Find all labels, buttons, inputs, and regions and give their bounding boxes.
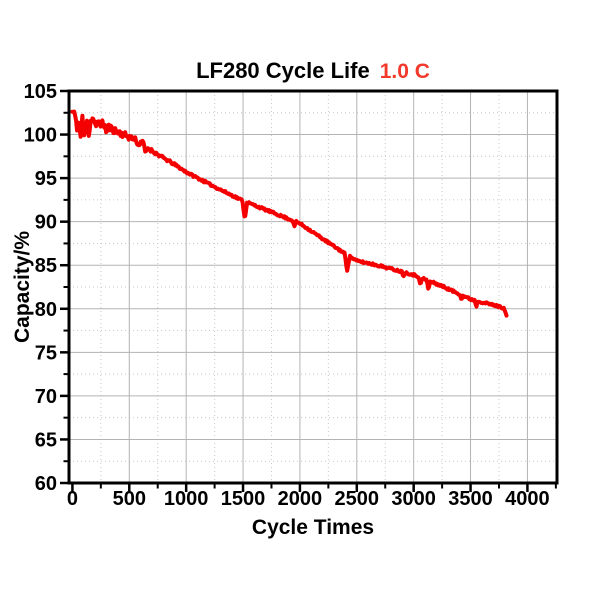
gridlines-major bbox=[69, 91, 557, 483]
x-tick-label: 2500 bbox=[335, 488, 380, 510]
tick-labels: 0 500 1000 1500 2000 2500 3000 3500 4000 60 65 70 75… bbox=[24, 81, 550, 510]
x-tick-label: 4000 bbox=[505, 488, 550, 510]
y-tick-label: 85 bbox=[35, 255, 57, 277]
y-tick-label: 60 bbox=[35, 473, 57, 495]
plot-border bbox=[67, 89, 559, 485]
y-tick-label: 70 bbox=[35, 386, 57, 408]
x-tick-label: 0 bbox=[67, 488, 78, 510]
plot-frame bbox=[67, 89, 559, 485]
y-tick-label: 65 bbox=[35, 429, 57, 451]
capacity-curve bbox=[70, 109, 509, 318]
y-tick-label: 75 bbox=[35, 342, 57, 364]
x-tick-label: 2000 bbox=[278, 488, 323, 510]
chart-title-condition: 1.0 C bbox=[379, 60, 430, 83]
gridlines-minor bbox=[69, 91, 557, 483]
y-tick-label: 100 bbox=[24, 125, 57, 147]
x-tick-label: 3500 bbox=[448, 488, 493, 510]
x-tick-label: 1500 bbox=[221, 488, 266, 510]
axis-ticks bbox=[60, 89, 557, 492]
x-axis-title: Cycle Times bbox=[251, 516, 375, 539]
chart-title: LF280 Cycle Life 1.0 C bbox=[69, 58, 557, 84]
y-tick-label: 80 bbox=[35, 299, 57, 321]
x-tick-label: 500 bbox=[113, 488, 146, 510]
data-series bbox=[70, 109, 509, 318]
y-axis-title: Capacity/% bbox=[11, 230, 34, 344]
x-tick-label: 3000 bbox=[391, 488, 436, 510]
x-tick-label: 1000 bbox=[164, 488, 209, 510]
y-tick-label: 90 bbox=[35, 212, 57, 234]
y-tick-label: 95 bbox=[35, 168, 57, 190]
chart-title-text: LF280 Cycle Life bbox=[196, 58, 370, 83]
y-tick-label: 105 bbox=[24, 81, 57, 103]
